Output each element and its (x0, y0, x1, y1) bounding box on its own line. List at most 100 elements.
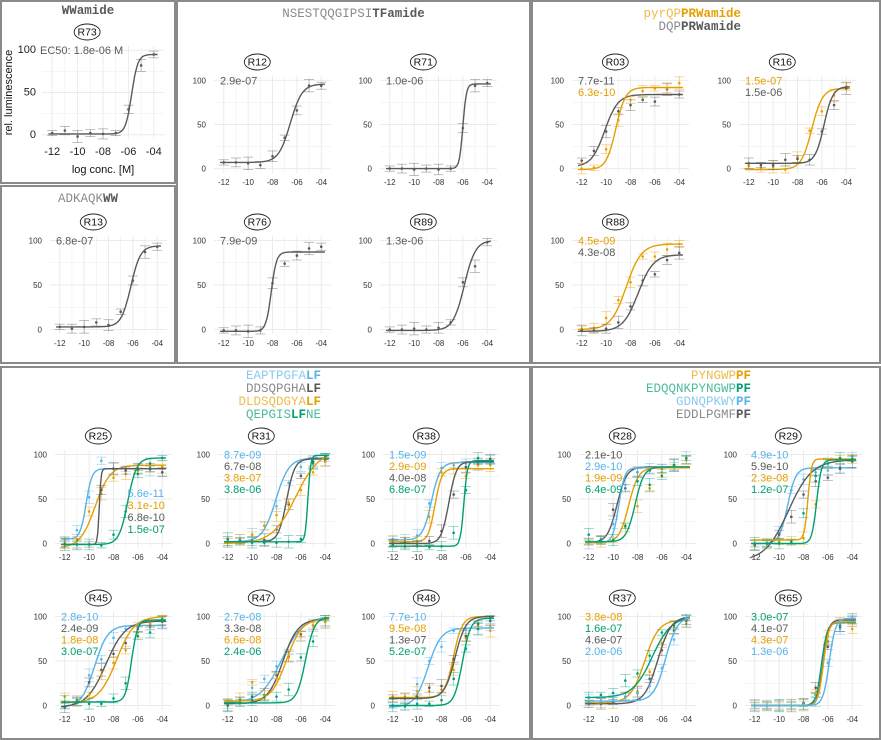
peptide-sequence: ADKAQKWW (0, 193, 176, 206)
data-point (611, 698, 615, 701)
peptide-sequence: EAPTPGFALF (0, 370, 321, 383)
ec50-label: 2.8e-10 (61, 611, 98, 623)
ec50-unit: M (111, 45, 123, 57)
series-grey (218, 79, 327, 170)
y-tick-label: 50 (363, 121, 372, 130)
series-green (387, 615, 496, 713)
peptide-motif: PRWamide (680, 20, 741, 34)
data-point (295, 109, 299, 112)
x-tick-label: -10 (70, 146, 86, 158)
data-point (287, 501, 290, 504)
ec50-label: 8.7e-09 (224, 449, 261, 461)
receptor-label: R76 (248, 217, 267, 229)
data-point (87, 510, 91, 513)
plot-r28: -12 -10 -08 -06 -04 0 50 100 R28 2.1e-102.9e-101.… (558, 427, 696, 562)
y-tick-label: 100 (34, 450, 48, 459)
x-tick-label: -08 (267, 339, 279, 348)
ec50-label: 3.8e-06 (224, 484, 261, 496)
y-tick-label: 50 (728, 657, 737, 666)
ec50-label: 6.4e-09 (585, 484, 622, 496)
data-point (148, 631, 152, 634)
data-point (461, 281, 465, 284)
data-point (100, 702, 103, 706)
data-point (226, 704, 230, 707)
data-point (624, 483, 627, 487)
data-point (802, 536, 805, 540)
data-point (641, 89, 644, 93)
x-tick-label: -06 (295, 715, 307, 724)
series-grey (54, 242, 163, 334)
y-tick-label: 0 (206, 702, 211, 711)
data-point (299, 474, 303, 478)
data-point (428, 686, 431, 690)
receptor-label: R38 (417, 431, 436, 443)
fit-curve (61, 457, 166, 546)
data-point (412, 327, 416, 330)
data-point (452, 531, 455, 535)
plot-r48: -12 -10 -08 -06 -04 0 50 100 R48 7.7e-109.5e-081.… (362, 589, 500, 724)
y-tick-label: 50 (38, 657, 47, 666)
data-point (611, 522, 615, 526)
x-tick-label: -06 (649, 339, 661, 348)
receptor-label: R13 (84, 217, 103, 229)
data-point (677, 81, 681, 85)
x-axis-title: log conc. [M] (72, 164, 134, 176)
x-tick-label: -06 (822, 553, 834, 562)
data-point (617, 298, 620, 302)
data-point (611, 508, 615, 511)
fit-curve (61, 624, 166, 708)
data-point (112, 697, 115, 700)
y-tick-label: 50 (728, 495, 737, 504)
x-tick-label: -12 (59, 715, 71, 724)
ec50-label: 2.9e-09 (389, 461, 426, 473)
x-tick-label: -06 (460, 553, 472, 562)
fit-curve (389, 460, 494, 547)
receptor-label-ellipse (243, 53, 271, 71)
x-tick-label: -06 (457, 178, 469, 187)
data-point (259, 163, 262, 167)
x-tick-label: -12 (384, 178, 396, 187)
receptor-label: R47 (252, 593, 271, 605)
fit-curve (585, 617, 691, 702)
peptide-motif: WW (103, 192, 119, 206)
receptor-label: R12 (248, 57, 267, 69)
plot-r12: -12 -10 -08 -06 -04 0 50 100 R12 2.9e-07 (193, 53, 331, 187)
x-tick-label: -04 (319, 715, 331, 724)
x-tick-label: -12 (749, 715, 761, 724)
data-point (617, 321, 620, 324)
fit-curve (61, 619, 166, 703)
data-point (488, 629, 492, 633)
y-tick-label: 0 (368, 165, 373, 174)
data-point (275, 504, 278, 508)
ec50-label: 4.5e-09 (578, 235, 615, 247)
data-point (796, 157, 799, 161)
x-tick-label: -12 (743, 178, 755, 187)
data-point (124, 649, 127, 652)
ec50-label: 6.8e-07 (389, 484, 426, 496)
receptor-label-ellipse (768, 53, 796, 71)
series-green (59, 616, 168, 710)
receptor-label: R25 (89, 431, 108, 443)
receptor-label-ellipse (409, 53, 437, 71)
ec50-prefix: EC50: (40, 45, 74, 57)
series-orange (743, 82, 852, 174)
y-tick-label: 0 (30, 129, 36, 141)
y-tick-label: 0 (560, 326, 565, 335)
data-point (299, 656, 303, 659)
data-point (604, 147, 608, 151)
plot-r76: -12 -10 -08 -06 -04 0 50 100 R76 7.9e-09 (193, 213, 331, 348)
data-point (599, 693, 603, 697)
data-point (250, 686, 254, 690)
ec50-label: 4.3e-08 (578, 247, 615, 259)
x-tick-label: -10 (242, 178, 254, 187)
data-point (323, 460, 327, 463)
peptide-motif: LF (305, 382, 321, 396)
ec50-label: 3.8e-08 (585, 611, 622, 623)
y-tick-label: 50 (363, 281, 372, 290)
x-tick-label: -06 (132, 553, 144, 562)
y-tick-label: 50 (562, 657, 571, 666)
ec50-label: 3.1e-10 (128, 500, 165, 512)
receptor-label-ellipse (412, 589, 440, 607)
data-point (653, 273, 657, 276)
